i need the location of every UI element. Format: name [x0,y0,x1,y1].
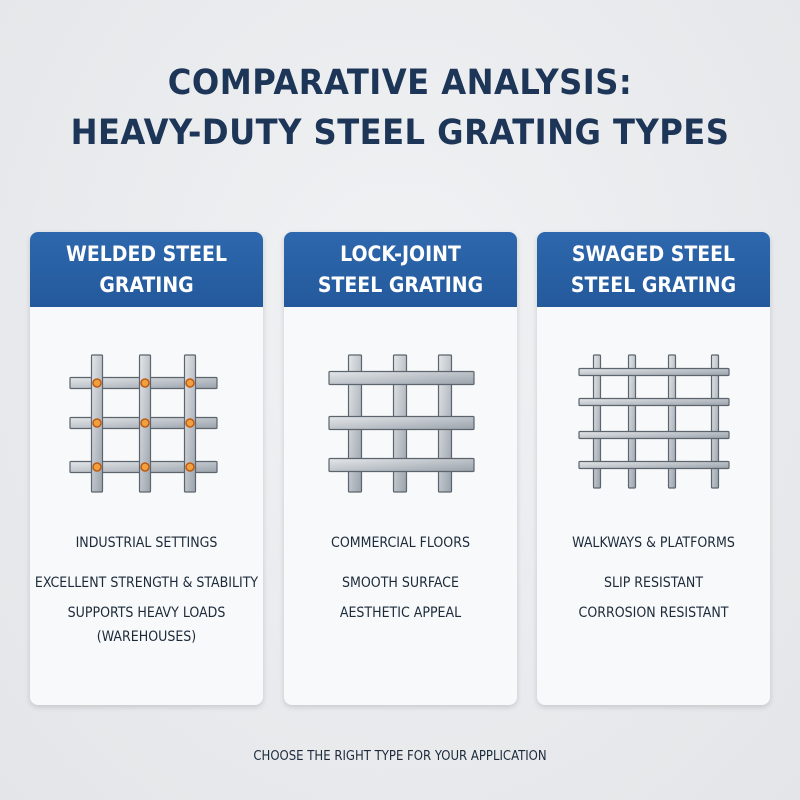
feature: SLIP RESISTANT [603,575,704,591]
card: SWAGED STEEL STEEL GRATING WALKWAYS & PL… [537,232,770,705]
weld-point [185,378,195,388]
steel-bar [710,354,720,489]
weld-point [185,462,195,472]
card-title: WELDED STEEL [65,242,227,266]
weld-point [92,378,102,388]
steel-bar [578,430,730,440]
card-title: STEEL GRATING [317,273,484,297]
feature: CORROSION RESISTANT [578,605,729,621]
card-title: LOCK-JOINT [340,242,461,266]
feature: COMMERCIAL FLOORS [331,535,470,551]
card-header: SWAGED STEEL STEEL GRATING [537,232,770,307]
card-title: STEEL GRATING [570,273,737,297]
steel-bar [328,457,475,473]
weld-point [140,462,150,472]
footer: CHOOSE THE RIGHT TYPE FOR YOUR APPLICATI… [253,749,547,764]
card: LOCK-JOINT STEEL GRATING COMMERCIAL FLOO… [284,232,517,705]
title-line: HEAVY-DUTY STEEL GRATING TYPES [70,113,730,153]
steel-bar [578,367,730,377]
card-title: SWAGED STEEL [571,242,736,266]
steel-bar [578,397,730,407]
card-header: LOCK-JOINT STEEL GRATING [284,232,517,307]
steel-bar [627,354,637,489]
title: COMPARATIVE ANALYSIS: HEAVY-DUTY STEEL G… [0,58,800,158]
weld-point [92,462,102,472]
card-header: WELDED STEEL GRATING [30,232,263,307]
weld-point [185,418,195,428]
steel-bar [328,415,475,431]
steel-bar [592,354,602,489]
feature: WALKWAYS & PLATFORMS [572,535,735,551]
steel-bar [667,354,677,489]
weld-point [140,378,150,388]
weld-point [140,418,150,428]
card-title: GRATING [99,273,194,297]
grating-icon [69,354,218,493]
feature: SUPPORTS HEAVY LOADS (WAREHOUSES) [67,605,226,645]
grating-icon [578,354,730,489]
weld-point [92,418,102,428]
grating-icon [328,354,475,493]
title-line: COMPARATIVE ANALYSIS: [167,63,633,103]
feature: AESTHETIC APPEAL [339,605,462,621]
steel-bar [328,370,475,386]
feature: INDUSTRIAL SETTINGS [75,535,218,551]
card: WELDED STEEL GRATING INDUSTRIAL SETTINGS… [30,232,263,705]
feature: EXCELLENT STRENGTH & STABILITY [34,575,259,591]
steel-bar [578,460,730,470]
feature: SMOOTH SURFACE [342,575,459,591]
